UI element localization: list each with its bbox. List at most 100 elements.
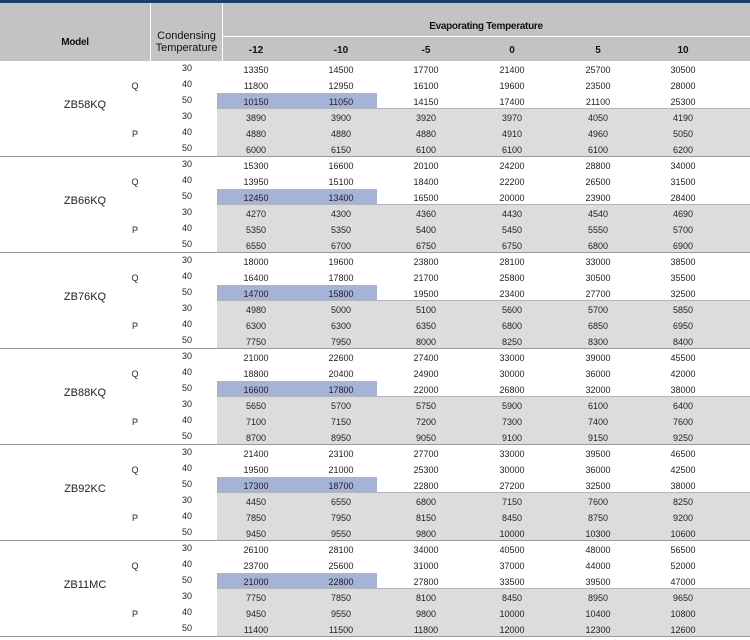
value-cell: 6100 xyxy=(587,401,609,411)
value-cell: 21000 xyxy=(243,577,269,587)
value-cell: 9550 xyxy=(330,609,352,619)
condensing-temp-cell: 40 xyxy=(181,367,192,377)
value-cell: 28000 xyxy=(670,81,696,91)
value-cell: 21000 xyxy=(243,353,269,363)
value-cell: 4960 xyxy=(587,129,609,139)
table-row: 30 4980 5000 5100 5600 5700 5850 xyxy=(0,301,750,317)
condensing-temp-cell: 40 xyxy=(181,559,192,569)
condensing-temp-cell: 50 xyxy=(181,143,192,153)
value-cell: 4540 xyxy=(587,209,609,219)
value-cell: 8450 xyxy=(501,593,523,603)
value-cell: 4880 xyxy=(415,129,437,139)
value-cell: 5900 xyxy=(501,401,523,411)
table-row: 30 3890 3900 3920 3970 4050 4190 xyxy=(0,109,750,125)
value-cell: 21700 xyxy=(413,273,439,283)
value-cell: 45500 xyxy=(670,353,696,363)
value-cell: 8000 xyxy=(415,337,437,347)
value-cell: 12950 xyxy=(328,81,354,91)
condensing-temp-cell: 40 xyxy=(181,271,192,281)
value-cell: 6550 xyxy=(330,497,352,507)
value-cell: 10400 xyxy=(585,609,611,619)
value-cell: 39000 xyxy=(585,353,611,363)
value-cell: 7300 xyxy=(501,417,523,427)
value-cell: 8750 xyxy=(587,513,609,523)
value-cell: 9550 xyxy=(330,529,352,539)
header-divider xyxy=(150,3,151,61)
value-cell: 14150 xyxy=(413,97,439,107)
model-block: ZB58KQ Q 30 13350 14500 17700 21400 25700 30500 4… xyxy=(0,61,750,157)
value-cell: 28400 xyxy=(670,193,696,203)
value-cell: 6800 xyxy=(587,241,609,251)
value-cell: 7600 xyxy=(672,417,694,427)
value-cell: 6200 xyxy=(672,145,694,155)
power-group-band xyxy=(217,301,750,349)
value-cell: 9250 xyxy=(672,433,694,443)
table-row: 50 7750 7950 8000 8250 8300 8400 xyxy=(0,333,750,349)
value-cell: 3890 xyxy=(245,113,267,123)
block-separator xyxy=(0,348,750,349)
value-cell: 4360 xyxy=(415,209,437,219)
value-cell: 6550 xyxy=(245,241,267,251)
value-cell: 26100 xyxy=(243,545,269,555)
value-cell: 16100 xyxy=(413,81,439,91)
block-separator xyxy=(0,636,750,637)
table-row: 50 21000 22800 27800 33500 39500 47000 xyxy=(0,573,750,589)
highlight-cell xyxy=(217,573,377,588)
value-cell: 27700 xyxy=(585,289,611,299)
condensing-temp-cell: 30 xyxy=(181,399,192,409)
condensing-temp-cell: 30 xyxy=(181,63,192,73)
table-row: 30 5650 5700 5750 5900 6100 6400 xyxy=(0,397,750,413)
value-cell: 15100 xyxy=(328,177,354,187)
value-cell: 30000 xyxy=(499,369,525,379)
value-cell: 48000 xyxy=(585,545,611,555)
group-separator xyxy=(217,588,750,589)
value-cell: 4300 xyxy=(330,209,352,219)
value-cell: 28100 xyxy=(328,545,354,555)
power-group-band xyxy=(217,205,750,253)
model-block: ZB76KQ Q 30 18000 19600 23800 28100 33000 38500 4… xyxy=(0,253,750,349)
value-cell: 9800 xyxy=(415,529,437,539)
table-row: 40 23700 25600 31000 37000 44000 52000 xyxy=(0,557,750,573)
group-separator xyxy=(217,300,750,301)
value-cell: 10800 xyxy=(670,609,696,619)
highlight-cell xyxy=(217,381,377,396)
value-cell: 25300 xyxy=(413,465,439,475)
value-cell: 27700 xyxy=(413,449,439,459)
value-cell: 5100 xyxy=(415,305,437,315)
value-cell: 6300 xyxy=(245,321,267,331)
header-divider xyxy=(222,3,223,61)
value-cell: 7100 xyxy=(245,417,267,427)
value-cell: 4980 xyxy=(245,305,267,315)
value-cell: 32500 xyxy=(585,481,611,491)
value-cell: 33000 xyxy=(499,353,525,363)
value-cell: 56500 xyxy=(670,545,696,555)
value-cell: 22800 xyxy=(328,577,354,587)
table-row: 50 9450 9550 9800 10000 10300 10600 xyxy=(0,525,750,541)
table-row: 50 11400 11500 11800 12000 12300 12600 xyxy=(0,621,750,637)
condensing-temp-cell: 50 xyxy=(181,431,192,441)
power-group-band xyxy=(217,109,750,157)
block-separator xyxy=(0,252,750,253)
value-cell: 5350 xyxy=(330,225,352,235)
value-cell: 7600 xyxy=(587,497,609,507)
table-row: 50 10150 11050 14150 17400 21100 25300 xyxy=(0,93,750,109)
model-column-header: Model xyxy=(61,37,89,48)
value-cell: 10600 xyxy=(670,529,696,539)
value-cell: 6300 xyxy=(330,321,352,331)
group-label: P xyxy=(131,609,138,619)
value-cell: 25800 xyxy=(499,273,525,283)
value-cell: 5700 xyxy=(330,401,352,411)
value-cell: 8250 xyxy=(672,497,694,507)
table-row: 50 16600 17800 22000 26800 32000 38000 xyxy=(0,381,750,397)
model-name: ZB88KQ xyxy=(63,387,107,399)
value-cell: 28800 xyxy=(585,161,611,171)
condensing-temp-cell: 30 xyxy=(181,207,192,217)
value-cell: 16500 xyxy=(413,193,439,203)
value-cell: 8450 xyxy=(501,513,523,523)
value-cell: 18400 xyxy=(413,177,439,187)
value-cell: 6100 xyxy=(415,145,437,155)
highlight-cell xyxy=(217,477,377,492)
value-cell: 4430 xyxy=(501,209,523,219)
condensing-temp-cell: 30 xyxy=(181,543,192,553)
value-cell: 7150 xyxy=(501,497,523,507)
